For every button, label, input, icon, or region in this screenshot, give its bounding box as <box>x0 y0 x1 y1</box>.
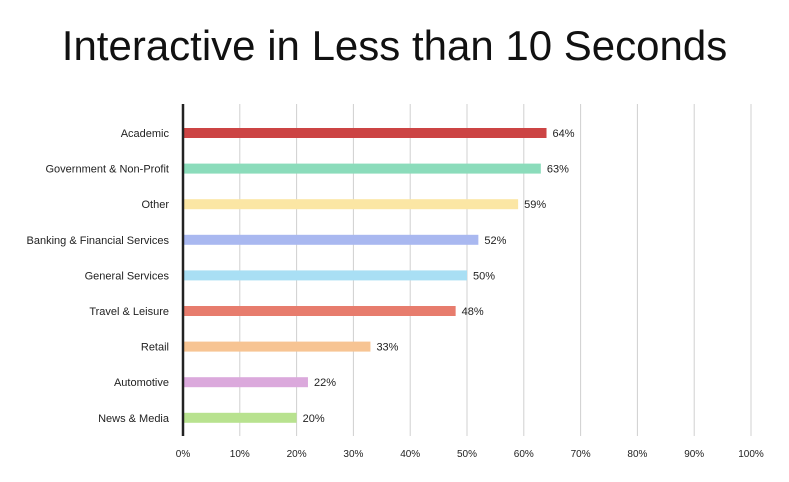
x-tick-label: 0% <box>176 449 191 460</box>
data-label: 20% <box>303 413 325 425</box>
bar <box>183 412 297 423</box>
data-label: 22% <box>314 377 336 389</box>
data-label: 52% <box>484 235 506 247</box>
bar <box>183 128 547 138</box>
category-labels: Academic Government & Non-Profit Other Bank… <box>27 128 170 425</box>
data-label: 64% <box>553 128 575 140</box>
category-label: Academic <box>121 128 170 140</box>
bars <box>183 128 547 423</box>
bar <box>183 163 541 174</box>
chart-title: Interactive in Less than 10 Seconds <box>61 22 728 69</box>
bar <box>183 234 479 245</box>
bar <box>183 377 308 388</box>
x-tick-label: 20% <box>287 449 307 460</box>
x-tick-label: 70% <box>571 449 591 460</box>
bar <box>183 199 519 210</box>
category-label: General Services <box>85 270 170 282</box>
grid-lines <box>239 104 752 436</box>
x-tick-label: 100% <box>738 449 764 460</box>
bar <box>183 270 467 281</box>
data-label: 33% <box>376 342 398 354</box>
x-tick-label: 90% <box>684 449 704 460</box>
category-label: Banking & Financial Services <box>27 235 170 247</box>
category-label: Automotive <box>114 377 169 389</box>
data-label: 63% <box>547 164 569 176</box>
x-tick-label: 40% <box>400 449 420 460</box>
data-label: 50% <box>473 270 495 282</box>
category-label: News & Media <box>98 413 170 425</box>
value-labels: 64% 63% 59% 52% 50% 48% 33% 22% 20% <box>303 128 575 425</box>
bar <box>183 341 371 352</box>
x-tick-label: 80% <box>627 449 647 460</box>
data-label: 48% <box>462 306 484 318</box>
x-tick-label: 60% <box>514 449 534 460</box>
category-label: Travel & Leisure <box>89 306 169 318</box>
bar <box>183 306 456 316</box>
x-axis-tick-labels: 0% 10% 20% 30% 40% 50% 60% 70% 80% 90% 100% <box>176 449 764 460</box>
data-label: 59% <box>524 199 546 211</box>
x-tick-label: 50% <box>457 449 477 460</box>
x-tick-label: 10% <box>230 449 250 460</box>
category-label: Retail <box>141 342 169 354</box>
x-tick-label: 30% <box>343 449 363 460</box>
category-label: Other <box>141 199 169 211</box>
category-label: Government & Non-Profit <box>46 164 170 176</box>
